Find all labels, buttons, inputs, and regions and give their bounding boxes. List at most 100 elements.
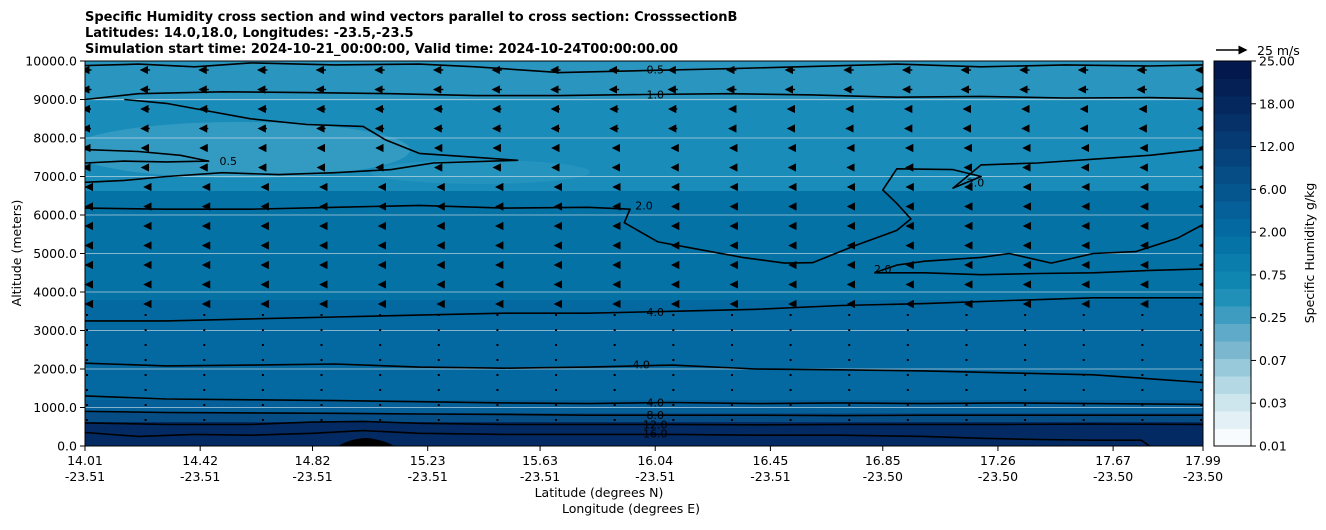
wind-dot-188 [555, 419, 558, 421]
wind-dot-119 [379, 329, 382, 331]
y-tick-label-6: 6000.0 [33, 208, 77, 223]
wind-dot-143 [437, 374, 440, 376]
contour-label-9: 8.0 [646, 409, 664, 422]
x-tick-lon-1: -23.51 [180, 469, 220, 484]
x-axis-label-latitude: Latitude (degrees N) [535, 485, 664, 500]
y-tick-label-1: 1000.0 [33, 400, 77, 415]
colorbar-tick-label-8: 18.00 [1259, 96, 1295, 111]
wind-dot-335 [965, 419, 968, 421]
wind-dot-55 [203, 314, 206, 316]
wind-dot-225 [672, 344, 675, 346]
wind-dot-98 [320, 329, 323, 331]
wind-dot-419 [1200, 419, 1202, 421]
wind-dot-141 [437, 344, 440, 346]
wind-dot-38 [144, 374, 147, 376]
wind-dot-248 [730, 374, 733, 376]
chart-title-line-2: Latitudes: 14.0,18.0, Longitudes: -23.5,… [85, 26, 414, 41]
wind-dot-76 [261, 314, 264, 316]
contour-line-11 [85, 420, 1203, 426]
contour-labels: 0.51.00.52.02.02.04.04.04.08.012.016.0 [220, 63, 985, 440]
wind-dot-376 [1082, 404, 1085, 406]
wind-dot-203 [613, 329, 616, 331]
colorbar-segment-1 [1214, 411, 1251, 429]
x-tick-lat-10: 17.99 [1185, 453, 1221, 468]
contour-label-1: 1.0 [646, 88, 664, 101]
wind-dot-292 [848, 404, 851, 406]
contour-line-7 [85, 296, 1203, 322]
colorbar-segment-6 [1214, 323, 1251, 342]
colorbar-tick-label-5: 2.00 [1259, 225, 1287, 240]
wind-dot-244 [730, 314, 733, 316]
colorbar-segment-12 [1214, 218, 1251, 237]
colorbar-segment-5 [1214, 341, 1251, 359]
wind-dot-372 [1082, 344, 1085, 346]
y-tick-label-3: 3000.0 [33, 323, 77, 338]
wind-dot-245 [730, 329, 733, 331]
wind-dot-162 [496, 344, 499, 346]
x-tick-lon-2: -23.51 [292, 469, 332, 484]
colorbar-tick-label-9: 25.00 [1259, 54, 1295, 69]
wind-dot-370 [1082, 314, 1085, 316]
contour-label-0: 0.5 [646, 63, 664, 76]
wind-dot-371 [1082, 329, 1085, 331]
wind-dot-123 [379, 389, 382, 391]
wind-dot-121 [379, 359, 382, 361]
wind-dot-334 [965, 404, 968, 406]
wind-dot-307 [906, 314, 909, 316]
wind-dot-18 [86, 389, 88, 391]
colorbar-segment-16 [1214, 148, 1251, 167]
x-tick-lon-9: -23.50 [1093, 469, 1133, 484]
wind-dot-81 [261, 389, 264, 391]
wind-dot-82 [261, 404, 264, 406]
colorbar-segment-21 [1214, 61, 1251, 79]
wind-dot-293 [848, 419, 851, 421]
wind-dot-355 [1024, 404, 1027, 406]
y-tick-label-9: 9000.0 [33, 92, 77, 107]
wind-dot-19 [86, 404, 88, 406]
wind-dot-377 [1082, 419, 1085, 421]
wind-dot-122 [379, 374, 382, 376]
wind-dot-35 [144, 329, 147, 331]
wind-dot-286 [848, 314, 851, 316]
contour-label-10: 12.0 [643, 418, 668, 431]
wind-dot-413 [1200, 329, 1202, 331]
wind-dot-20 [86, 419, 88, 421]
wind-dot-184 [555, 359, 558, 361]
wind-dot-289 [848, 359, 851, 361]
y-tick-label-4: 4000.0 [33, 285, 77, 300]
wind-dot-14 [86, 329, 88, 331]
wind-dot-224 [672, 329, 675, 331]
y-axis-ticks: 0.0 1000.0 2000.0 3000.0 4000.0 5000.0 6000.0 7… [25, 54, 85, 454]
wind-dot-103 [320, 404, 323, 406]
contour-label-7: 4.0 [632, 358, 650, 371]
wind-dot-62 [203, 419, 206, 421]
wind-dot-313 [906, 404, 909, 406]
contour-label-5: 2.0 [874, 263, 892, 276]
wind-dot-267 [789, 344, 792, 346]
chart-title-line-3: Simulation start time: 2024-10-21_00:00:… [85, 42, 678, 57]
wind-dot-142 [437, 359, 440, 361]
wind-dot-78 [261, 344, 264, 346]
wind-dot-331 [965, 359, 968, 361]
gridlines [85, 99, 1203, 408]
y-tick-label-7: 7000.0 [33, 169, 77, 184]
contour-line-2 [85, 98, 519, 184]
wind-dot-352 [1024, 359, 1027, 361]
wind-dot-15 [86, 344, 88, 346]
chart-title-line-1: Specific Humidity cross section and wind… [85, 10, 737, 25]
wind-dot-207 [613, 389, 616, 391]
wind-dot-40 [144, 404, 147, 406]
wind-dot-61 [203, 404, 206, 406]
colorbar-tick-label-6: 6.00 [1259, 182, 1287, 197]
wind-dot-392 [1141, 329, 1144, 331]
wind-dot-124 [379, 404, 382, 406]
x-tick-lat-6: 16.45 [753, 453, 789, 468]
contour-label-4: 2.0 [967, 176, 985, 189]
wind-dot-186 [555, 389, 558, 391]
wind-dot-37 [144, 359, 147, 361]
wind-dot-139 [437, 314, 440, 316]
x-tick-lat-7: 16.85 [865, 453, 901, 468]
wind-dot-394 [1141, 359, 1144, 361]
colorbar-border [1213, 60, 1252, 447]
wind-dot-229 [672, 404, 675, 406]
